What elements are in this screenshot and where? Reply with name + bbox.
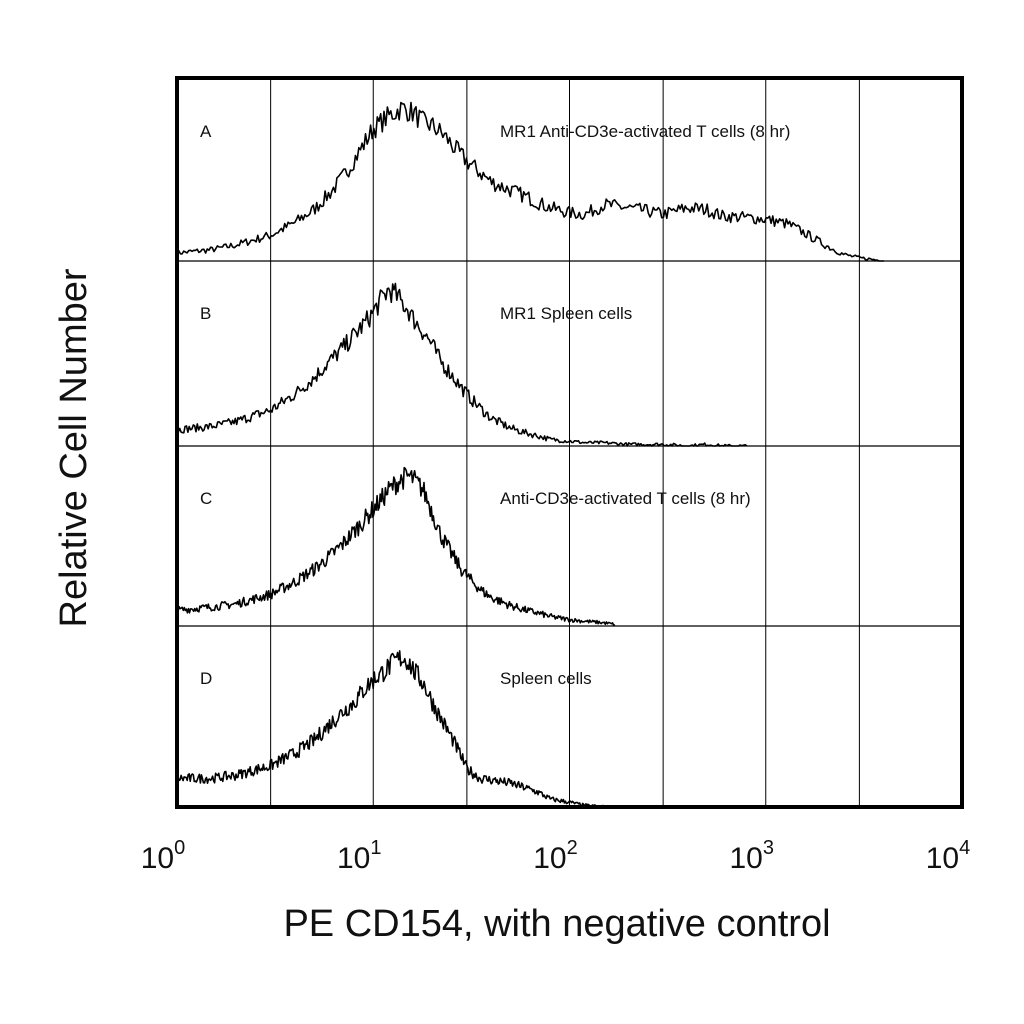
x-tick-label: 102 [533, 837, 578, 875]
x-tick-label: 101 [337, 837, 382, 875]
panel-title-a: MR1 Anti-CD3e-activated T cells (8 hr) [500, 122, 790, 141]
panel-labels: A MR1 Anti-CD3e-activated T cells (8 hr) B… [200, 122, 790, 688]
histogram-trace-a [176, 101, 884, 262]
x-tick-label: 103 [730, 837, 775, 875]
histogram-trace-d [176, 650, 605, 808]
plot-frame [175, 76, 964, 809]
x-tick-label: 104 [926, 837, 971, 875]
panel-letter-d: D [200, 669, 212, 688]
x-tick-label: 100 [141, 837, 186, 875]
histogram-traces [176, 101, 884, 808]
x-tick-labels: 100 101 102 103 104 [141, 837, 971, 875]
y-axis-label: Relative Cell Number [53, 268, 95, 627]
panel-letter-b: B [200, 304, 211, 323]
histogram-trace-b [176, 282, 748, 447]
x-axis-label: PE CD154, with negative control [283, 903, 830, 945]
histogram-trace-c [176, 466, 616, 627]
panel-letter-a: A [200, 122, 212, 141]
panel-letter-c: C [200, 489, 212, 508]
grid-lines [177, 78, 962, 807]
panel-title-c: Anti-CD3e-activated T cells (8 hr) [500, 489, 751, 508]
panel-title-d: Spleen cells [500, 669, 592, 688]
panel-title-b: MR1 Spleen cells [500, 304, 632, 323]
